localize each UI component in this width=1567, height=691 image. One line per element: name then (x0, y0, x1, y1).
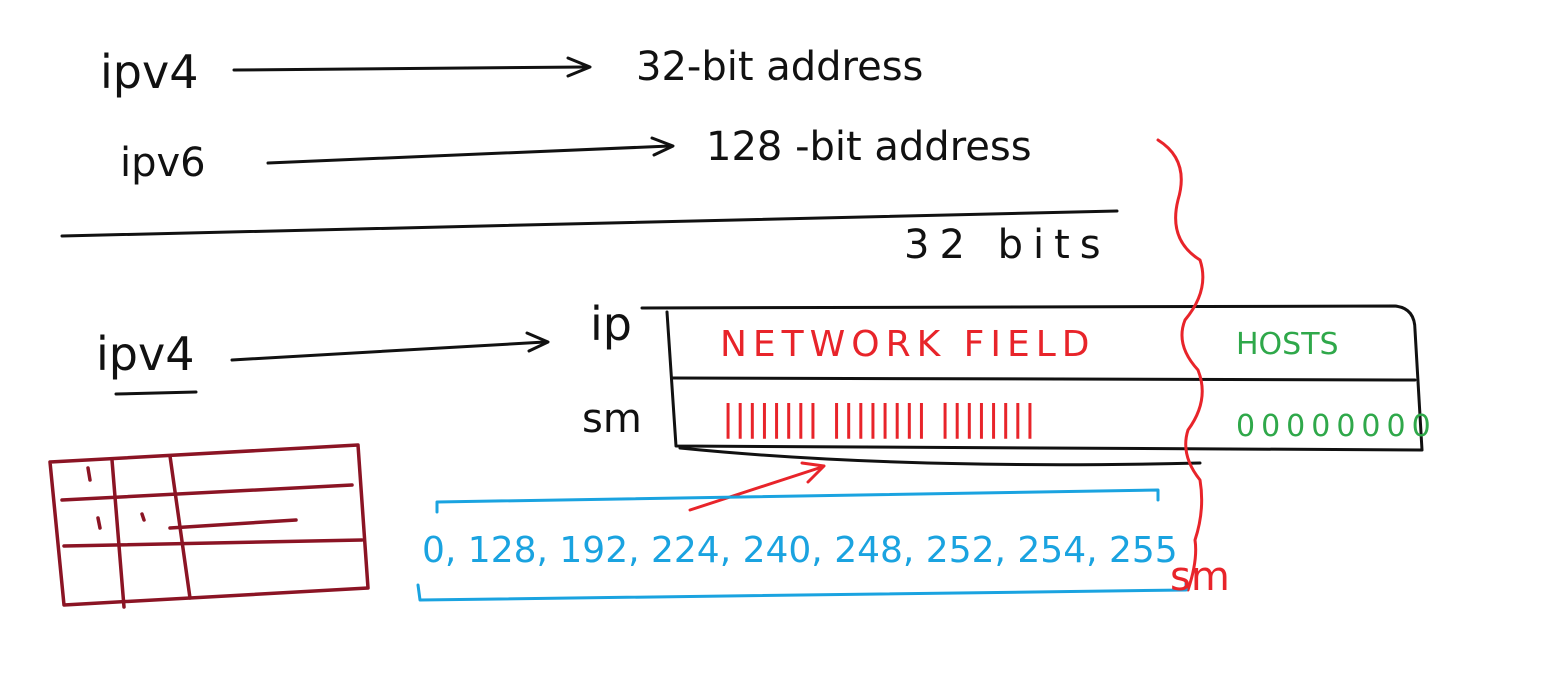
divider-line (60, 209, 1119, 238)
ipv4-top-arrow (232, 65, 587, 72)
sm-label: sm (582, 396, 642, 442)
table-sketch-tick-a (86, 466, 92, 482)
table-sketch-row2 (62, 538, 364, 548)
ipv4-top-arrowhead (566, 56, 592, 78)
red-pointer-arrow (688, 465, 824, 512)
ipv6-arrow (266, 144, 672, 165)
table-sketch-tick-b (96, 516, 102, 530)
ipv6-label: ipv6 (120, 140, 206, 186)
ipv4-layout-label: ipv4 (96, 327, 194, 381)
table-sketch-outline (48, 443, 370, 607)
table-sketch-col1 (110, 458, 126, 609)
address-box-outline (640, 304, 1424, 452)
ipv4-top-label: ipv4 (100, 45, 198, 99)
table-sketch (48, 443, 370, 609)
table-sketch-row1 (60, 483, 354, 502)
ipv6-description: 128 -bit address (706, 124, 1032, 170)
address-box-bottom-curve (678, 446, 1202, 467)
table-sketch-short-line (168, 518, 298, 530)
red-pointer-arrowhead (800, 461, 826, 484)
table-sketch-tick-c (140, 512, 146, 522)
blue-bracket-bottom (416, 580, 1188, 602)
blue-bracket-top (435, 488, 1160, 514)
mask-zeros-text: 00000000 (1236, 409, 1437, 444)
ipv4-top-description: 32-bit address (636, 44, 923, 90)
ipv4-layout-arrowhead (525, 331, 550, 353)
ipv4-underline (114, 390, 198, 396)
mask-ones-text: |||||||| |||||||| |||||||| (722, 398, 1036, 439)
mask-values-text: 0, 128, 192, 224, 240, 248, 252, 254, 25… (422, 530, 1178, 571)
hosts-text: HOSTS (1236, 327, 1339, 362)
red-squiggle-divider (1156, 138, 1205, 592)
sm-red-label: sm (1170, 554, 1230, 600)
ipv6-arrowhead (650, 136, 675, 157)
ip-label: ip (590, 297, 632, 351)
network-field-text: NETWORK FIELD (720, 324, 1096, 365)
bits-label: 32 bits (904, 222, 1111, 268)
address-box-midline (670, 376, 1417, 382)
ipv4-layout-arrow (230, 340, 547, 362)
